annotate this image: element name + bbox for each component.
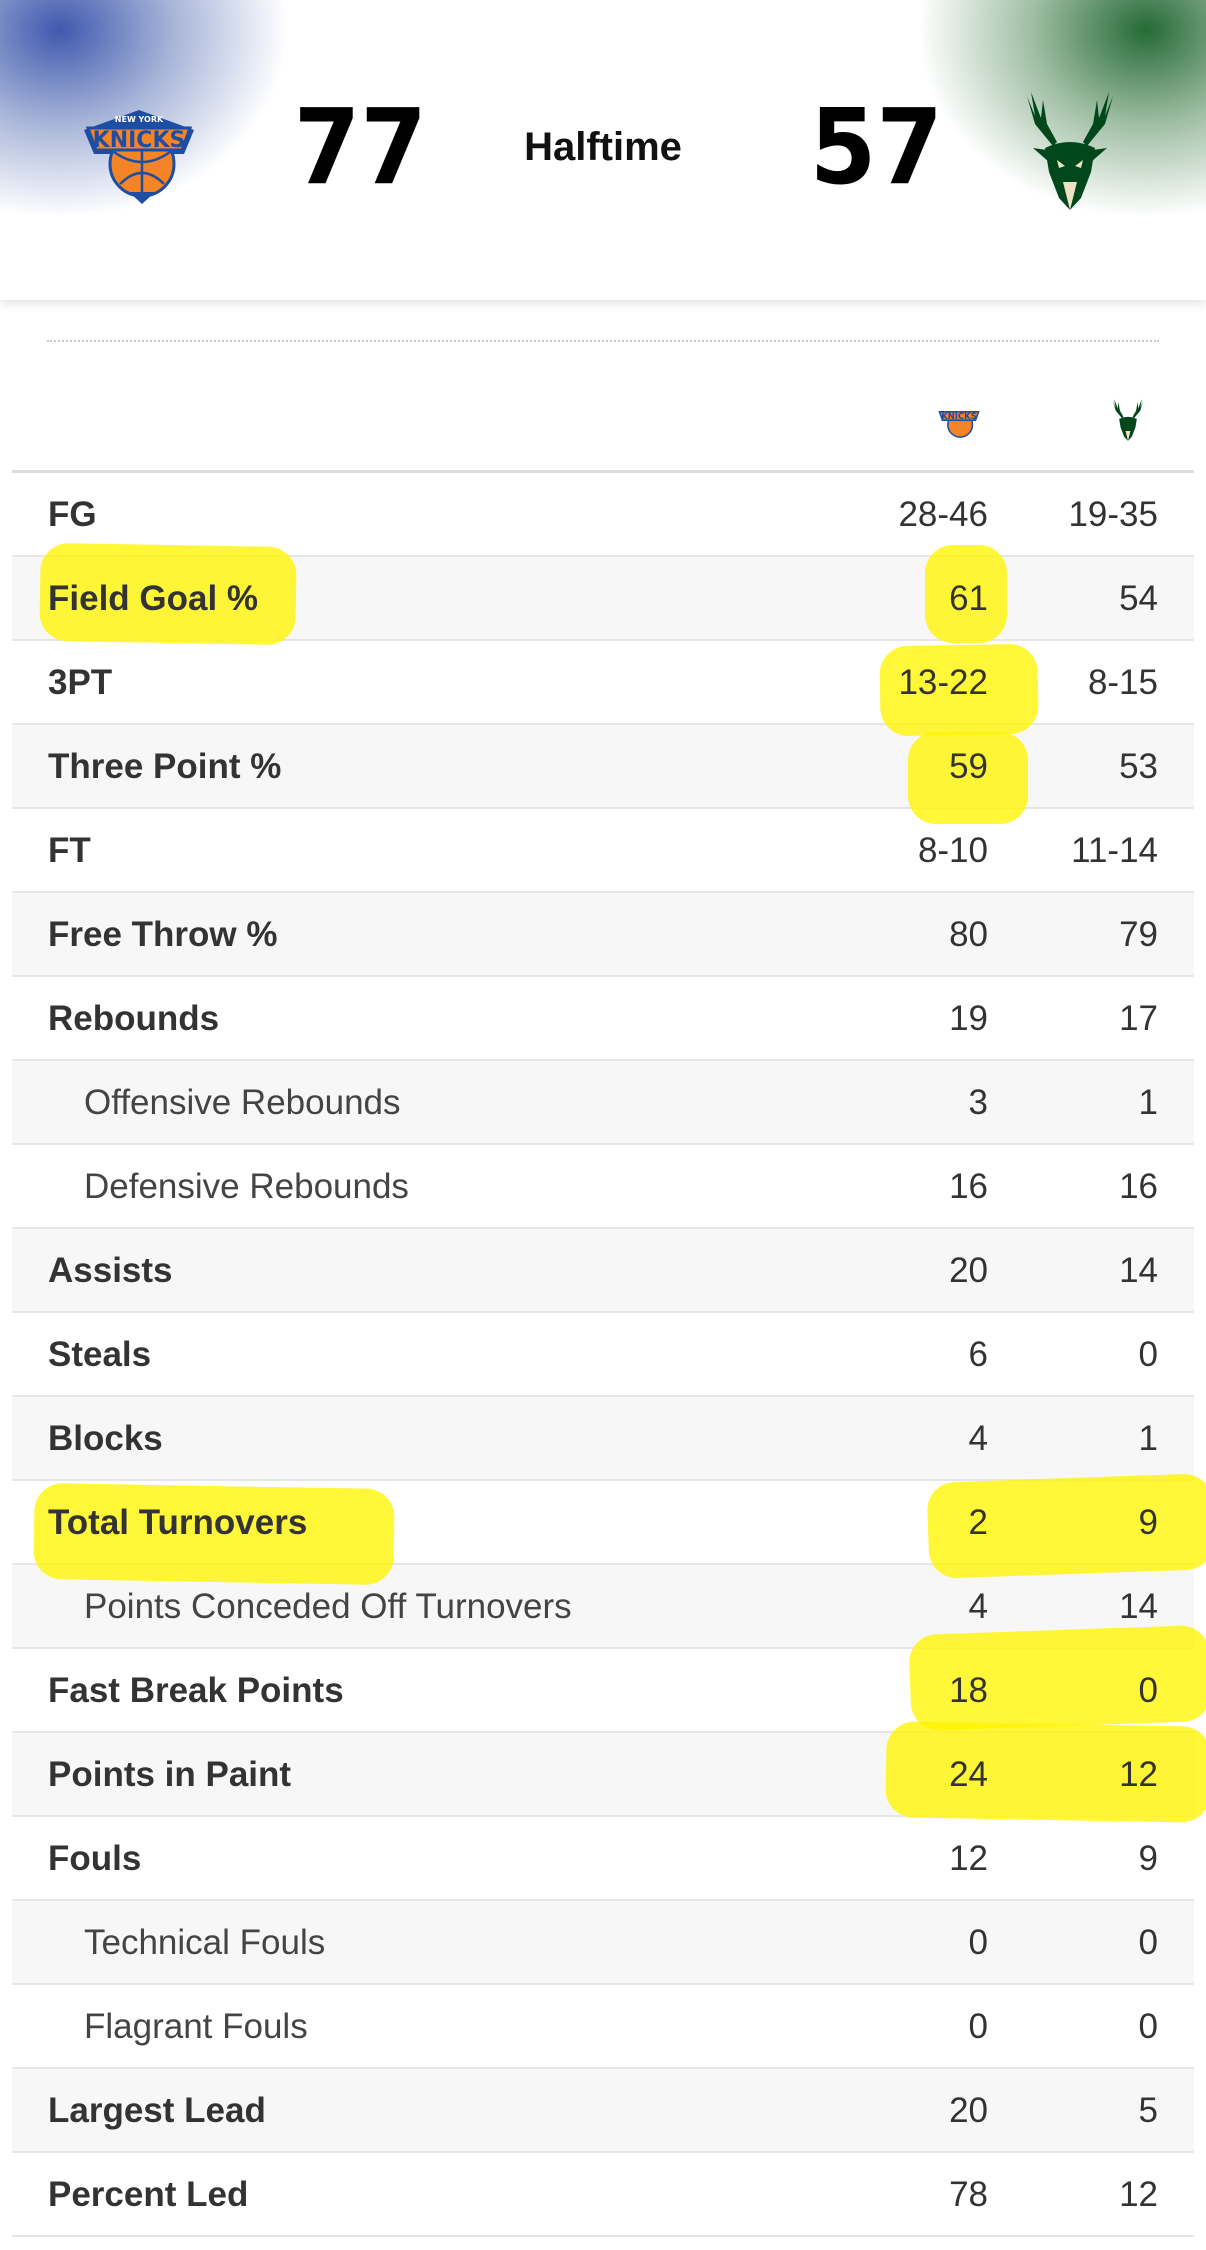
table-row: Percent Led 78 12 <box>12 2153 1194 2237</box>
stat-label: Flagrant Fouls <box>84 2007 308 2046</box>
table-row: FG 28-46 19-35 <box>12 473 1194 557</box>
home-stat-value: 13-22 <box>898 663 988 702</box>
away-stat-value: 1 <box>1138 1419 1158 1458</box>
away-stat-value: 5 <box>1138 2091 1158 2130</box>
home-stat-value: 20 <box>949 2091 988 2130</box>
stat-label: Largest Lead <box>48 2091 266 2130</box>
table-row: Flagrant Fouls 0 0 <box>12 1985 1194 2069</box>
table-row: Blocks 4 1 <box>12 1397 1194 1481</box>
stat-label: 3PT <box>48 663 113 702</box>
away-stat-value: 1 <box>1138 1083 1158 1122</box>
table-row: Assists 20 14 <box>12 1229 1194 1313</box>
table-row: 3PT 13-22 8-15 <box>12 641 1194 725</box>
home-stat-value: 80 <box>949 915 988 954</box>
home-stat-value: 3 <box>968 1083 988 1122</box>
away-stat-value: 9 <box>1138 1503 1158 1542</box>
home-stat-value: 12 <box>949 1839 988 1878</box>
table-row: Rebounds 19 17 <box>12 977 1194 1061</box>
home-stat-value: 8-10 <box>917 831 988 870</box>
table-row: Fouls 12 9 <box>12 1817 1194 1901</box>
away-stat-value: 8-15 <box>1087 663 1158 702</box>
home-stat-value: 20 <box>949 1251 988 1290</box>
table-header-line <box>12 470 1194 473</box>
table-row: Largest Lead 20 5 <box>12 2069 1194 2153</box>
stat-label: Defensive Rebounds <box>84 1167 409 1206</box>
stat-label: Free Throw % <box>48 915 278 954</box>
table-row: Defensive Rebounds 16 16 <box>12 1145 1194 1229</box>
home-stat-value: 18 <box>949 1671 988 1710</box>
home-stat-value: 6 <box>968 1335 988 1374</box>
table-row: Offensive Rebounds 3 1 <box>12 1061 1194 1145</box>
table-row: Steals 6 0 <box>12 1313 1194 1397</box>
home-stat-value: 0 <box>968 2007 988 2046</box>
home-stat-value: 28-46 <box>898 495 988 534</box>
home-stat-value: 16 <box>949 1167 988 1206</box>
stat-label: Offensive Rebounds <box>84 1083 401 1122</box>
table-row: FT 8-10 11-14 <box>12 809 1194 893</box>
home-stat-value: 4 <box>968 1419 988 1458</box>
home-stat-value: 61 <box>949 579 988 618</box>
table-row: Three Point % 59 53 <box>12 725 1194 809</box>
home-stat-value: 19 <box>949 999 988 1038</box>
away-stat-value: 14 <box>1119 1587 1158 1626</box>
table-row: Points Conceded Off Turnovers 4 14 <box>12 1565 1194 1649</box>
game-status: Halftime <box>524 125 682 169</box>
stat-label: Steals <box>48 1335 152 1374</box>
stat-label: Total Turnovers <box>48 1503 308 1542</box>
bucks-logo-icon[interactable] <box>1005 86 1135 216</box>
stat-label: Fouls <box>48 1839 142 1878</box>
away-stat-value: 0 <box>1138 1335 1158 1374</box>
home-stat-value: 2 <box>968 1503 988 1542</box>
stat-label: Blocks <box>48 1419 163 1458</box>
away-stat-value: 14 <box>1119 1251 1158 1290</box>
away-stat-value: 17 <box>1119 999 1158 1038</box>
team-stats-table: FG 28-46 19-35 Field Goal % 61 54 3PT 13-22 8-15… <box>12 473 1194 2237</box>
stat-label: Fast Break Points <box>48 1671 344 1710</box>
home-stat-value: 24 <box>949 1755 988 1794</box>
away-stat-value: 12 <box>1119 2175 1158 2214</box>
away-score: 57 <box>809 86 943 208</box>
away-stat-value: 11-14 <box>1071 831 1158 870</box>
stat-label: Rebounds <box>48 999 220 1038</box>
home-stat-value: 0 <box>968 1923 988 1962</box>
away-stat-value: 12 <box>1119 1755 1158 1794</box>
svg-text:NEW YORK: NEW YORK <box>115 115 164 124</box>
dotted-divider <box>47 340 1159 342</box>
away-stat-value: 79 <box>1119 915 1158 954</box>
stat-label: Technical Fouls <box>84 1923 326 1962</box>
home-stat-value: 78 <box>949 2175 988 2214</box>
table-row: Free Throw % 80 79 <box>12 893 1194 977</box>
table-row: Points in Paint 24 12 <box>12 1733 1194 1817</box>
stat-label: Percent Led <box>48 2175 249 2214</box>
table-row: Technical Fouls 0 0 <box>12 1901 1194 1985</box>
svg-text:KNICKS: KNICKS <box>93 128 186 153</box>
away-stat-value: 0 <box>1138 2007 1158 2046</box>
away-stat-value: 0 <box>1138 1923 1158 1962</box>
stat-label: Field Goal % <box>48 579 259 618</box>
knicks-column-logo-icon: KNICKS <box>938 410 980 438</box>
table-row: Field Goal % 61 54 <box>12 557 1194 641</box>
home-stat-value: 59 <box>949 747 988 786</box>
stat-label: Points in Paint <box>48 1755 292 1794</box>
svg-text:KNICKS: KNICKS <box>941 411 977 421</box>
home-stat-value: 4 <box>968 1587 988 1626</box>
knicks-logo-icon[interactable]: KNICKS NEW YORK <box>74 92 204 207</box>
away-stat-value: 53 <box>1119 747 1158 786</box>
stat-label: FG <box>48 495 97 534</box>
stat-label: FT <box>48 831 91 870</box>
away-stat-value: 19-35 <box>1068 495 1158 534</box>
scoreboard-header: KNICKS NEW YORK 77 Halftime 57 <box>0 0 1206 300</box>
away-stat-value: 16 <box>1119 1167 1158 1206</box>
away-stat-value: 9 <box>1138 1839 1158 1878</box>
away-stat-value: 54 <box>1119 579 1158 618</box>
stat-label: Points Conceded Off Turnovers <box>84 1587 572 1626</box>
stat-label: Three Point % <box>48 747 282 786</box>
bucks-column-logo-icon <box>1112 399 1144 441</box>
stat-label: Assists <box>48 1251 173 1290</box>
away-stat-value: 0 <box>1138 1671 1158 1710</box>
table-row: Total Turnovers 2 9 <box>12 1481 1194 1565</box>
team-stats-section: KNICKS FG 28-46 19-35 Field Goal % 61 54 3PT 13… <box>0 300 1206 2250</box>
table-row: Fast Break Points 18 0 <box>12 1649 1194 1733</box>
home-score: 77 <box>293 86 427 208</box>
